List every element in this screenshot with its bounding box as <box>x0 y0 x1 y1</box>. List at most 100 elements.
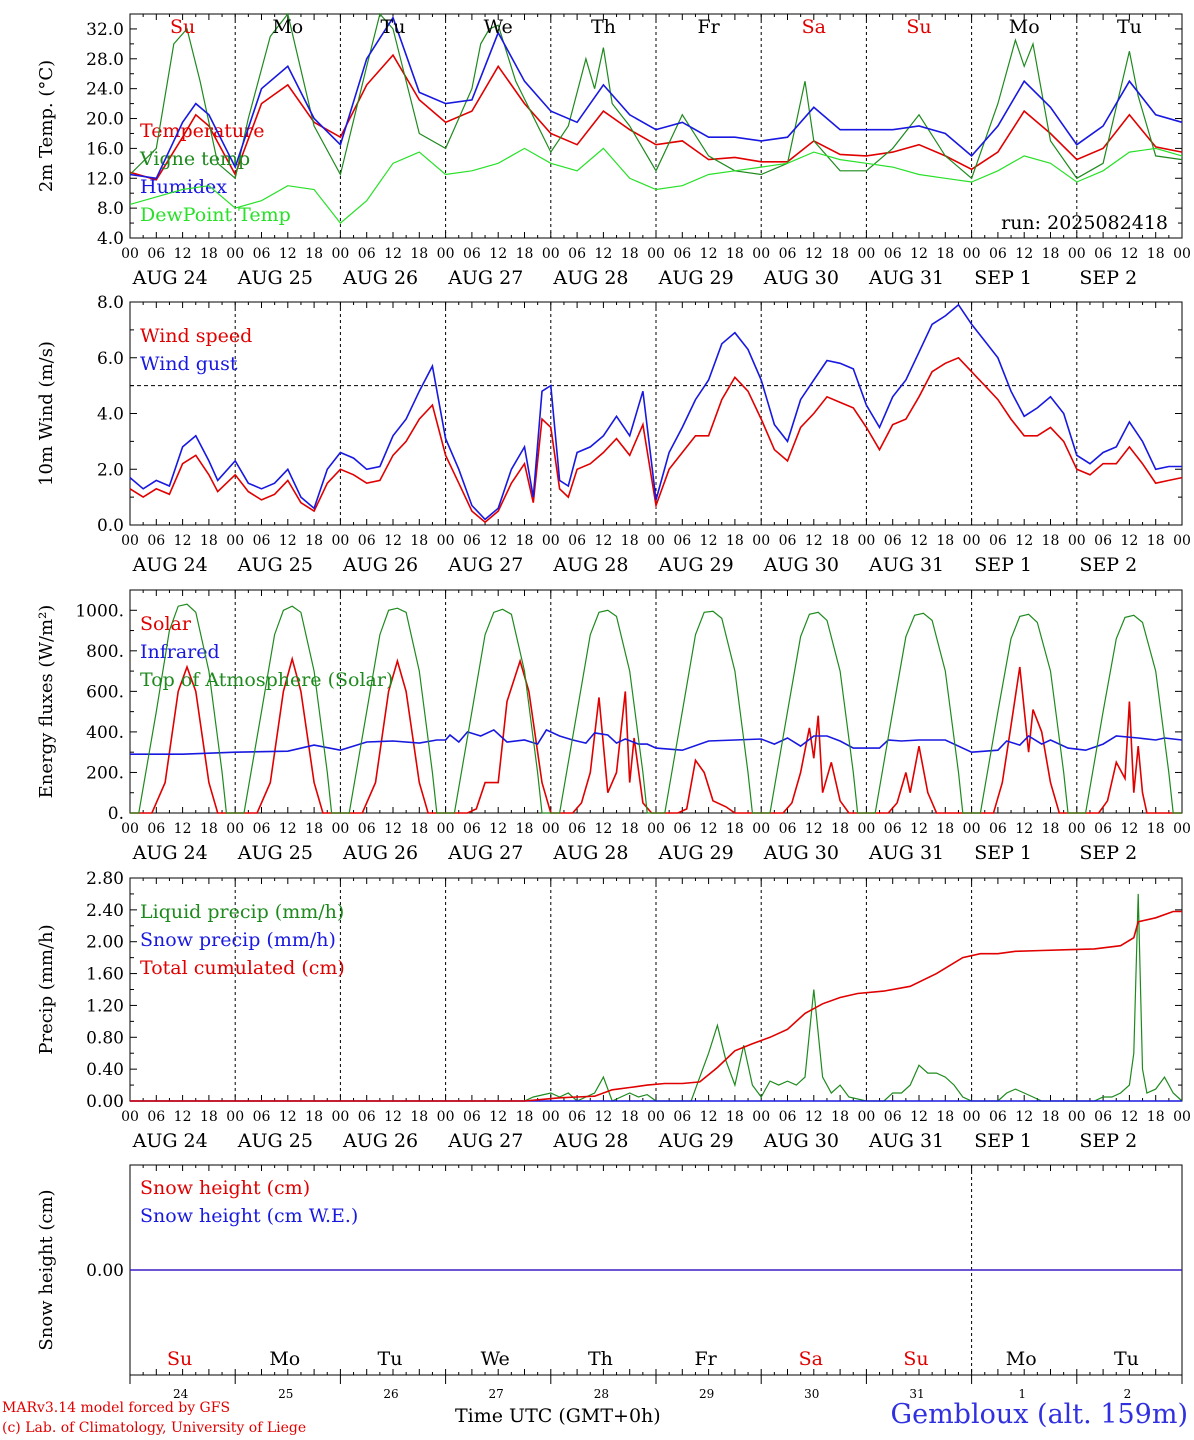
y-tick-label: 0.00 <box>86 1261 124 1281</box>
day-number: 1 <box>1018 1387 1026 1401</box>
hour-label: 18 <box>1147 246 1165 262</box>
date-label: SEP 2 <box>1079 554 1137 576</box>
hour-label: 06 <box>673 821 691 837</box>
hour-label: 18 <box>726 246 744 262</box>
y-tick-label: 2.0 <box>97 460 124 480</box>
weekday-label: Mo <box>1009 16 1040 38</box>
y-tick-label: 1000. <box>75 601 124 621</box>
legend-entry: Solar <box>140 613 192 635</box>
series-line-temperature <box>129 53 1183 181</box>
hour-label: 18 <box>1147 533 1165 549</box>
hour-label: 00 <box>1068 821 1086 837</box>
weekday-label: Su <box>906 16 931 38</box>
hour-label: 00 <box>857 533 875 549</box>
hour-label: 12 <box>489 821 507 837</box>
date-label: SEP 2 <box>1079 842 1137 864</box>
hour-label: 06 <box>463 1109 481 1125</box>
hour-label: 00 <box>226 533 244 549</box>
hour-label: 18 <box>726 1109 744 1125</box>
hour-label: 18 <box>936 1109 954 1125</box>
hour-label: 12 <box>594 821 612 837</box>
time-axis-label: Time UTC (GMT+0h) <box>455 1405 661 1427</box>
hour-label: 00 <box>542 821 560 837</box>
hour-label: 18 <box>936 821 954 837</box>
hour-label: 18 <box>936 533 954 549</box>
hour-label: 12 <box>384 533 402 549</box>
hour-label: 00 <box>647 246 665 262</box>
hour-label: 18 <box>516 533 534 549</box>
hour-label: 00 <box>331 1109 349 1125</box>
hour-label: 00 <box>647 1109 665 1125</box>
day-number: 2 <box>1124 1387 1132 1401</box>
hour-label: 18 <box>200 821 218 837</box>
hour-label: 12 <box>174 821 192 837</box>
model-credit: MARv3.14 model forced by GFS <box>2 1400 231 1416</box>
series-line-wind-speed <box>129 356 1183 524</box>
weekday-label: Su <box>170 16 195 38</box>
weekday-label: Mo <box>269 1348 300 1370</box>
hour-label: 18 <box>305 821 323 837</box>
date-label: AUG 26 <box>342 1130 418 1152</box>
y-tick-label: 12.0 <box>86 169 124 189</box>
hour-label: 00 <box>331 821 349 837</box>
hour-label: 12 <box>1015 1109 1033 1125</box>
hour-label: 00 <box>542 246 560 262</box>
weekday-label: Mo <box>272 16 303 38</box>
hour-label: 12 <box>384 821 402 837</box>
day-number: 28 <box>594 1387 609 1401</box>
panel-frame <box>129 301 1183 526</box>
hour-label: 18 <box>1042 533 1060 549</box>
day-number: 30 <box>804 1387 819 1401</box>
series-line-dewpoint-temp <box>129 147 1183 224</box>
date-label: AUG 24 <box>132 1130 208 1152</box>
hour-label: 18 <box>1042 246 1060 262</box>
hour-label: 12 <box>1120 1109 1138 1125</box>
legend-entry: Snow height (cm) <box>140 1177 310 1199</box>
date-label: AUG 25 <box>237 1130 313 1152</box>
hour-label: 00 <box>121 533 139 549</box>
date-label: AUG 24 <box>132 554 208 576</box>
hour-label: 12 <box>174 1109 192 1125</box>
y-tick-label: 0. <box>108 804 124 824</box>
date-label: AUG 30 <box>763 554 839 576</box>
day-number: 25 <box>278 1387 293 1401</box>
hour-label: 06 <box>884 1109 902 1125</box>
date-label: AUG 29 <box>658 267 734 289</box>
hour-label: 00 <box>963 1109 981 1125</box>
weekday-label: We <box>481 1348 510 1370</box>
y-tick-label: 2.00 <box>86 933 124 953</box>
hour-label: 00 <box>121 1109 139 1125</box>
hour-label: 06 <box>884 821 902 837</box>
date-label: AUG 31 <box>868 842 944 864</box>
hour-label: 12 <box>384 1109 402 1125</box>
hour-label: 00 <box>647 533 665 549</box>
date-label: AUG 26 <box>342 554 418 576</box>
hour-label: 06 <box>358 821 376 837</box>
hour-label: 06 <box>1094 246 1112 262</box>
y-tick-label: 28.0 <box>86 50 124 70</box>
date-label: AUG 28 <box>552 842 628 864</box>
legend-entry: Humidex <box>140 176 227 198</box>
hour-label: 00 <box>1173 821 1191 837</box>
y-tick-label: 400. <box>86 723 124 743</box>
legend-entry: Snow precip (mm/h) <box>140 929 336 951</box>
weekday-label: Th <box>588 1348 613 1370</box>
legend-entry: Vigne temp <box>139 148 250 170</box>
hour-label: 00 <box>437 1109 455 1125</box>
legend-entry: Snow height (cm W.E.) <box>140 1205 358 1227</box>
hour-label: 06 <box>673 1109 691 1125</box>
hour-label: 06 <box>884 533 902 549</box>
y-tick-label: 16.0 <box>86 139 124 159</box>
hour-label: 00 <box>437 246 455 262</box>
hour-label: 12 <box>910 821 928 837</box>
hour-label: 00 <box>121 246 139 262</box>
hour-label: 18 <box>516 246 534 262</box>
hour-label: 18 <box>831 246 849 262</box>
run-annotation: run: 2025082418 <box>1001 212 1168 234</box>
hour-label: 06 <box>779 246 797 262</box>
y-tick-label: 24.0 <box>86 80 124 100</box>
hour-label: 06 <box>463 533 481 549</box>
day-number: 26 <box>383 1387 398 1401</box>
station-name: Gembloux (alt. 159m) <box>890 1399 1188 1430</box>
hour-label: 12 <box>700 533 718 549</box>
